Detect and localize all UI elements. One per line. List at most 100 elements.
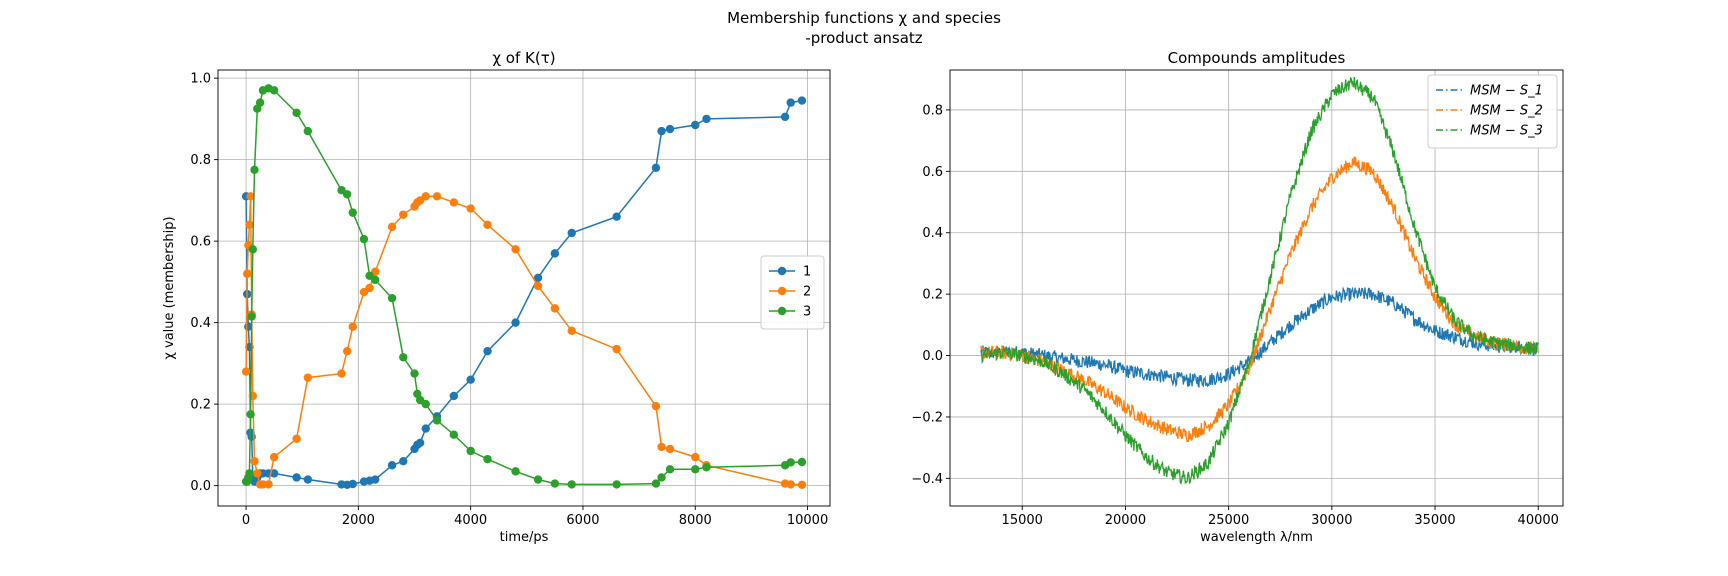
figure-suptitle-line1: Membership functions χ and species bbox=[727, 9, 1001, 27]
data-point bbox=[303, 475, 313, 484]
data-point bbox=[780, 112, 790, 122]
y-tick-label: 0.6 bbox=[922, 165, 943, 180]
data-point bbox=[264, 480, 273, 489]
data-point bbox=[665, 124, 675, 134]
data-point bbox=[250, 165, 259, 175]
data-point bbox=[612, 212, 621, 221]
data-point bbox=[387, 222, 397, 232]
x-tick-label: 15000 bbox=[1002, 513, 1043, 528]
x-tick-label: 35000 bbox=[1414, 513, 1455, 528]
x-tick-label: 10000 bbox=[787, 513, 828, 528]
y-tick-label: 0.6 bbox=[190, 235, 211, 250]
data-point bbox=[651, 401, 661, 411]
data-point bbox=[342, 190, 352, 199]
data-point bbox=[691, 120, 700, 130]
data-point bbox=[421, 399, 430, 409]
spectrum-line bbox=[980, 156, 1539, 443]
series-2 bbox=[980, 156, 1539, 443]
data-point bbox=[248, 245, 258, 254]
data-point bbox=[255, 98, 265, 107]
data-point bbox=[246, 192, 255, 201]
y-axis: −0.4 −0.2 0.0 0.2 0.4 0.6 0.8 bbox=[911, 103, 950, 487]
data-point bbox=[612, 480, 621, 489]
data-point bbox=[483, 220, 492, 230]
legend: 1 2 3 bbox=[760, 255, 825, 330]
data-point bbox=[242, 269, 252, 278]
x-tick-label: 6000 bbox=[566, 513, 599, 528]
data-point bbox=[387, 461, 397, 470]
legend-label: MSM − S_1 bbox=[1470, 84, 1543, 99]
data-point bbox=[533, 475, 543, 484]
data-point bbox=[466, 446, 475, 456]
x-axis-label: time/ps bbox=[500, 530, 549, 545]
x-tick-label: 2000 bbox=[342, 513, 375, 528]
data-point bbox=[786, 480, 795, 489]
data-point bbox=[612, 344, 621, 354]
data-point bbox=[365, 283, 374, 293]
legend-label: 2 bbox=[803, 285, 811, 300]
y-tick-label: 0.0 bbox=[190, 479, 211, 494]
data-point bbox=[415, 438, 425, 448]
series-3 bbox=[241, 84, 807, 489]
legend-item: MSM − S_1 bbox=[1436, 84, 1543, 99]
series-1 bbox=[980, 286, 1539, 389]
data-point bbox=[533, 281, 543, 291]
y-tick-label: 0.2 bbox=[922, 288, 943, 303]
series-3 bbox=[980, 76, 1539, 485]
data-point bbox=[657, 442, 666, 452]
legend-item: 3 bbox=[769, 305, 811, 320]
y-tick-label: 0.0 bbox=[922, 349, 943, 364]
x-axis-label: wavelength λ/nm bbox=[1200, 530, 1313, 545]
data-point bbox=[483, 346, 492, 356]
x-tick-label: 25000 bbox=[1208, 513, 1249, 528]
data-point bbox=[337, 369, 346, 378]
plot-area bbox=[241, 84, 807, 490]
x-tick-label: 20000 bbox=[1105, 513, 1146, 528]
x-tick-label: 40000 bbox=[1518, 513, 1559, 528]
data-point bbox=[657, 473, 666, 482]
legend-box bbox=[1427, 74, 1558, 149]
legend-item: 2 bbox=[769, 285, 811, 300]
data-point bbox=[399, 456, 408, 466]
data-point bbox=[786, 98, 795, 107]
data-point bbox=[550, 249, 560, 258]
legend-marker bbox=[777, 306, 787, 316]
y-axis-label: χ value (membership) bbox=[162, 216, 177, 359]
y-axis: 0.0 0.2 0.4 0.6 0.8 1.0 bbox=[190, 72, 218, 494]
data-point bbox=[245, 220, 254, 230]
left-chart-membership: 0 2000 4000 6000 8000 10000 0.0 0.2 0.4 0.6 0.8 1.0… bbox=[162, 49, 831, 545]
data-point bbox=[399, 353, 408, 362]
data-point bbox=[421, 424, 430, 433]
data-point bbox=[303, 373, 313, 382]
data-point bbox=[797, 480, 807, 490]
legend-label: MSM − S_3 bbox=[1470, 124, 1543, 139]
legend-item: MSM − S_3 bbox=[1436, 124, 1543, 139]
data-point bbox=[651, 479, 661, 488]
data-point bbox=[399, 210, 408, 219]
data-point bbox=[269, 452, 279, 462]
data-point bbox=[387, 293, 397, 303]
chart-title: χ of K(τ) bbox=[492, 49, 555, 67]
data-point bbox=[567, 326, 576, 335]
right-chart-amplitudes: 15000 20000 25000 30000 35000 40000 −0.4 −0.2 0.… bbox=[911, 49, 1564, 545]
data-point bbox=[786, 458, 795, 467]
y-tick-label: 0.4 bbox=[922, 226, 943, 241]
data-point bbox=[241, 367, 251, 376]
data-point bbox=[292, 434, 301, 443]
legend-marker bbox=[777, 266, 787, 276]
legend-item: MSM − S_2 bbox=[1436, 104, 1543, 119]
data-point bbox=[348, 322, 357, 331]
data-point bbox=[432, 416, 442, 425]
y-tick-label: 1.0 bbox=[190, 72, 211, 87]
legend-box bbox=[760, 255, 825, 330]
data-point bbox=[550, 479, 560, 488]
data-point bbox=[691, 465, 700, 474]
data-point bbox=[248, 391, 258, 401]
series-line bbox=[245, 195, 802, 486]
x-axis: 0 2000 4000 6000 8000 10000 bbox=[242, 506, 828, 528]
data-point bbox=[359, 234, 369, 244]
legend: MSM − S_1 MSM − S_2 MSM − S_3 bbox=[1427, 74, 1558, 149]
series-line bbox=[245, 99, 803, 486]
legend-label: MSM − S_2 bbox=[1470, 104, 1543, 119]
data-point bbox=[253, 469, 262, 478]
